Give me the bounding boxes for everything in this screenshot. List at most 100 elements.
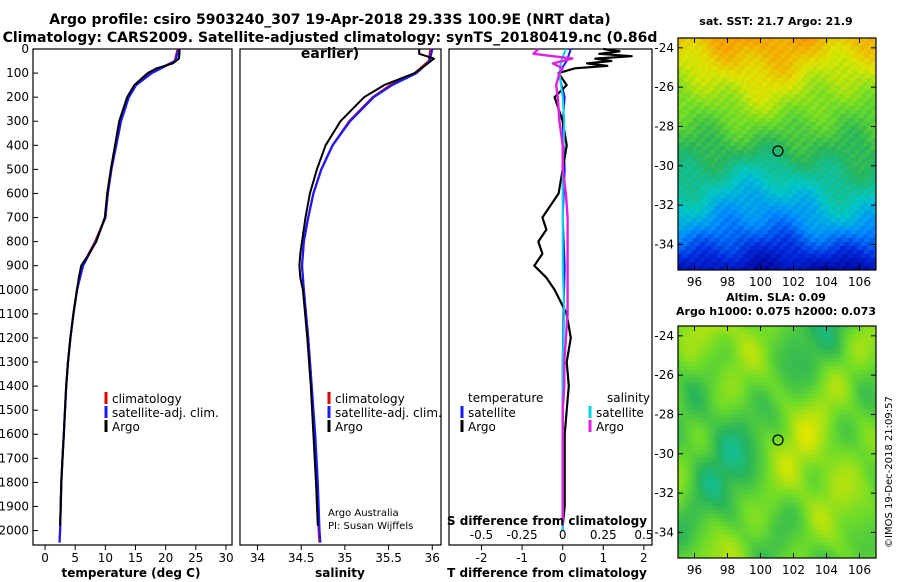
map-cell <box>834 194 837 198</box>
map-cell <box>843 218 846 222</box>
map-cell <box>702 226 705 230</box>
map-cell <box>741 346 744 350</box>
map-cell <box>741 210 744 214</box>
map-cell <box>690 114 693 118</box>
map-cell <box>726 218 729 222</box>
map-cell <box>762 202 765 206</box>
map-cell <box>756 42 759 46</box>
map-cell <box>783 326 786 330</box>
map-cell <box>681 382 684 386</box>
map-cell <box>747 354 750 358</box>
map-cell <box>834 230 837 234</box>
map-cell <box>783 198 786 202</box>
map-cell <box>786 198 789 202</box>
map-cell <box>792 66 795 70</box>
map-cell <box>810 230 813 234</box>
map-cell <box>696 130 699 134</box>
map-cell <box>738 226 741 230</box>
difference-legend: temperature satellite Argo salinity sate… <box>462 391 650 434</box>
map-cell <box>813 142 816 146</box>
map-cell <box>807 234 810 238</box>
map-cell <box>798 342 801 346</box>
map-cell <box>711 358 714 362</box>
map-cell <box>720 154 723 158</box>
map-cell <box>738 242 741 246</box>
map-cell <box>867 258 870 262</box>
map-cell <box>768 62 771 66</box>
map-cell <box>711 378 714 382</box>
map-cell <box>801 370 804 374</box>
map-cell <box>825 370 828 374</box>
map-cell <box>858 126 861 130</box>
map-cell <box>864 346 867 350</box>
map-cell <box>759 114 762 118</box>
map-cell <box>759 230 762 234</box>
map-cell <box>825 134 828 138</box>
map-cell <box>828 146 831 150</box>
map-cell <box>810 174 813 178</box>
map-cell <box>864 66 867 70</box>
map-cell <box>834 150 837 154</box>
map-cell <box>831 362 834 366</box>
map-cell <box>834 198 837 202</box>
map-cell <box>795 258 798 262</box>
map-cell <box>753 246 756 250</box>
map-cell <box>687 70 690 74</box>
map-cell <box>849 214 852 218</box>
map-cell <box>768 234 771 238</box>
map-cell <box>810 42 813 46</box>
map-cell <box>849 354 852 358</box>
map-cell <box>789 62 792 66</box>
map-cell <box>792 370 795 374</box>
map-cell <box>804 106 807 110</box>
map-cell <box>684 190 687 194</box>
map-cell <box>717 118 720 122</box>
map-cell <box>756 262 759 266</box>
map-cell <box>753 54 756 58</box>
map-cell <box>741 178 744 182</box>
map-cell <box>786 250 789 254</box>
map-cell <box>837 54 840 58</box>
map-cell <box>762 146 765 150</box>
map-cell <box>795 102 798 106</box>
map-cell <box>786 214 789 218</box>
map-cell <box>840 262 843 266</box>
map-cell <box>750 170 753 174</box>
map-cell <box>783 42 786 46</box>
map-cell <box>693 338 696 342</box>
map-cell <box>858 206 861 210</box>
map-cell <box>849 94 852 98</box>
map-cell <box>681 166 684 170</box>
map-cell <box>732 262 735 266</box>
map-cell <box>759 342 762 346</box>
map-cell <box>870 358 873 362</box>
map-cell <box>729 334 732 338</box>
map-cell <box>771 354 774 358</box>
map-cell <box>708 162 711 166</box>
map-cell <box>795 94 798 98</box>
map-cell <box>762 106 765 110</box>
map-cell <box>738 138 741 142</box>
map-cell <box>684 358 687 362</box>
map-cell <box>774 382 777 386</box>
map-cell <box>732 210 735 214</box>
map-cell <box>846 102 849 106</box>
map-cell <box>804 70 807 74</box>
map-cell <box>771 138 774 142</box>
map-cell <box>696 374 699 378</box>
map-cell <box>771 126 774 130</box>
map-cell <box>798 114 801 118</box>
map-cell <box>702 54 705 58</box>
map-cell <box>810 378 813 382</box>
map-cell <box>792 102 795 106</box>
map-cell <box>735 330 738 334</box>
map-cell <box>702 50 705 54</box>
map-cell <box>720 222 723 226</box>
map-cell <box>735 142 738 146</box>
map-cell <box>765 90 768 94</box>
map-cell <box>693 138 696 142</box>
map-cell <box>816 254 819 258</box>
map-cell <box>768 366 771 370</box>
map-cell <box>711 342 714 346</box>
map-cell <box>759 98 762 102</box>
